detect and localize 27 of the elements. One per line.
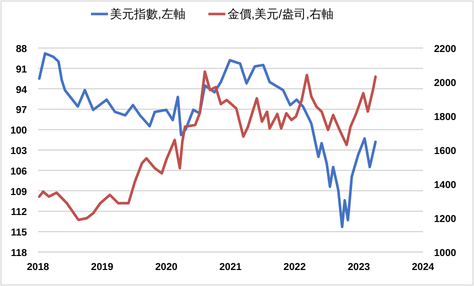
y2-tick-label: 2000	[434, 78, 457, 89]
y2-tick-label: 1800	[434, 112, 457, 123]
y2-tick-label: 1400	[434, 180, 457, 191]
y-tick-label: 103	[10, 146, 28, 157]
y-tick-label: 94	[16, 84, 28, 96]
y-tick-label: 115	[10, 228, 28, 239]
y-tick-label: 106	[10, 166, 28, 178]
y2-tick-label: 2200	[434, 44, 457, 55]
legend-label: 金價,美元/盎司,右軸	[227, 7, 334, 21]
y-tick-label: 109	[10, 186, 28, 198]
y-tick-label: 88	[16, 44, 28, 55]
x-tick-label: 2019	[91, 262, 114, 273]
y-tick-label: 112	[10, 207, 28, 218]
x-tick-label: 2018	[26, 262, 50, 273]
x-tick-label: 2024	[412, 262, 435, 273]
y-tick-label: 100	[10, 126, 28, 137]
x-tick-label: 2023	[348, 262, 370, 273]
y-tick-label: 97	[16, 105, 28, 116]
y2-tick-label: 1600	[434, 146, 457, 157]
y2-tick-label: 1000	[434, 248, 457, 259]
y2-tick-label: 1200	[434, 214, 457, 225]
y-tick-label: 91	[16, 64, 28, 76]
x-tick-label: 2020	[155, 262, 178, 273]
x-tick-label: 2021	[219, 262, 242, 273]
y-tick-label: 118	[10, 248, 28, 259]
legend-label: 美元指數,左軸	[110, 7, 186, 21]
x-tick-label: 2022	[284, 262, 306, 273]
